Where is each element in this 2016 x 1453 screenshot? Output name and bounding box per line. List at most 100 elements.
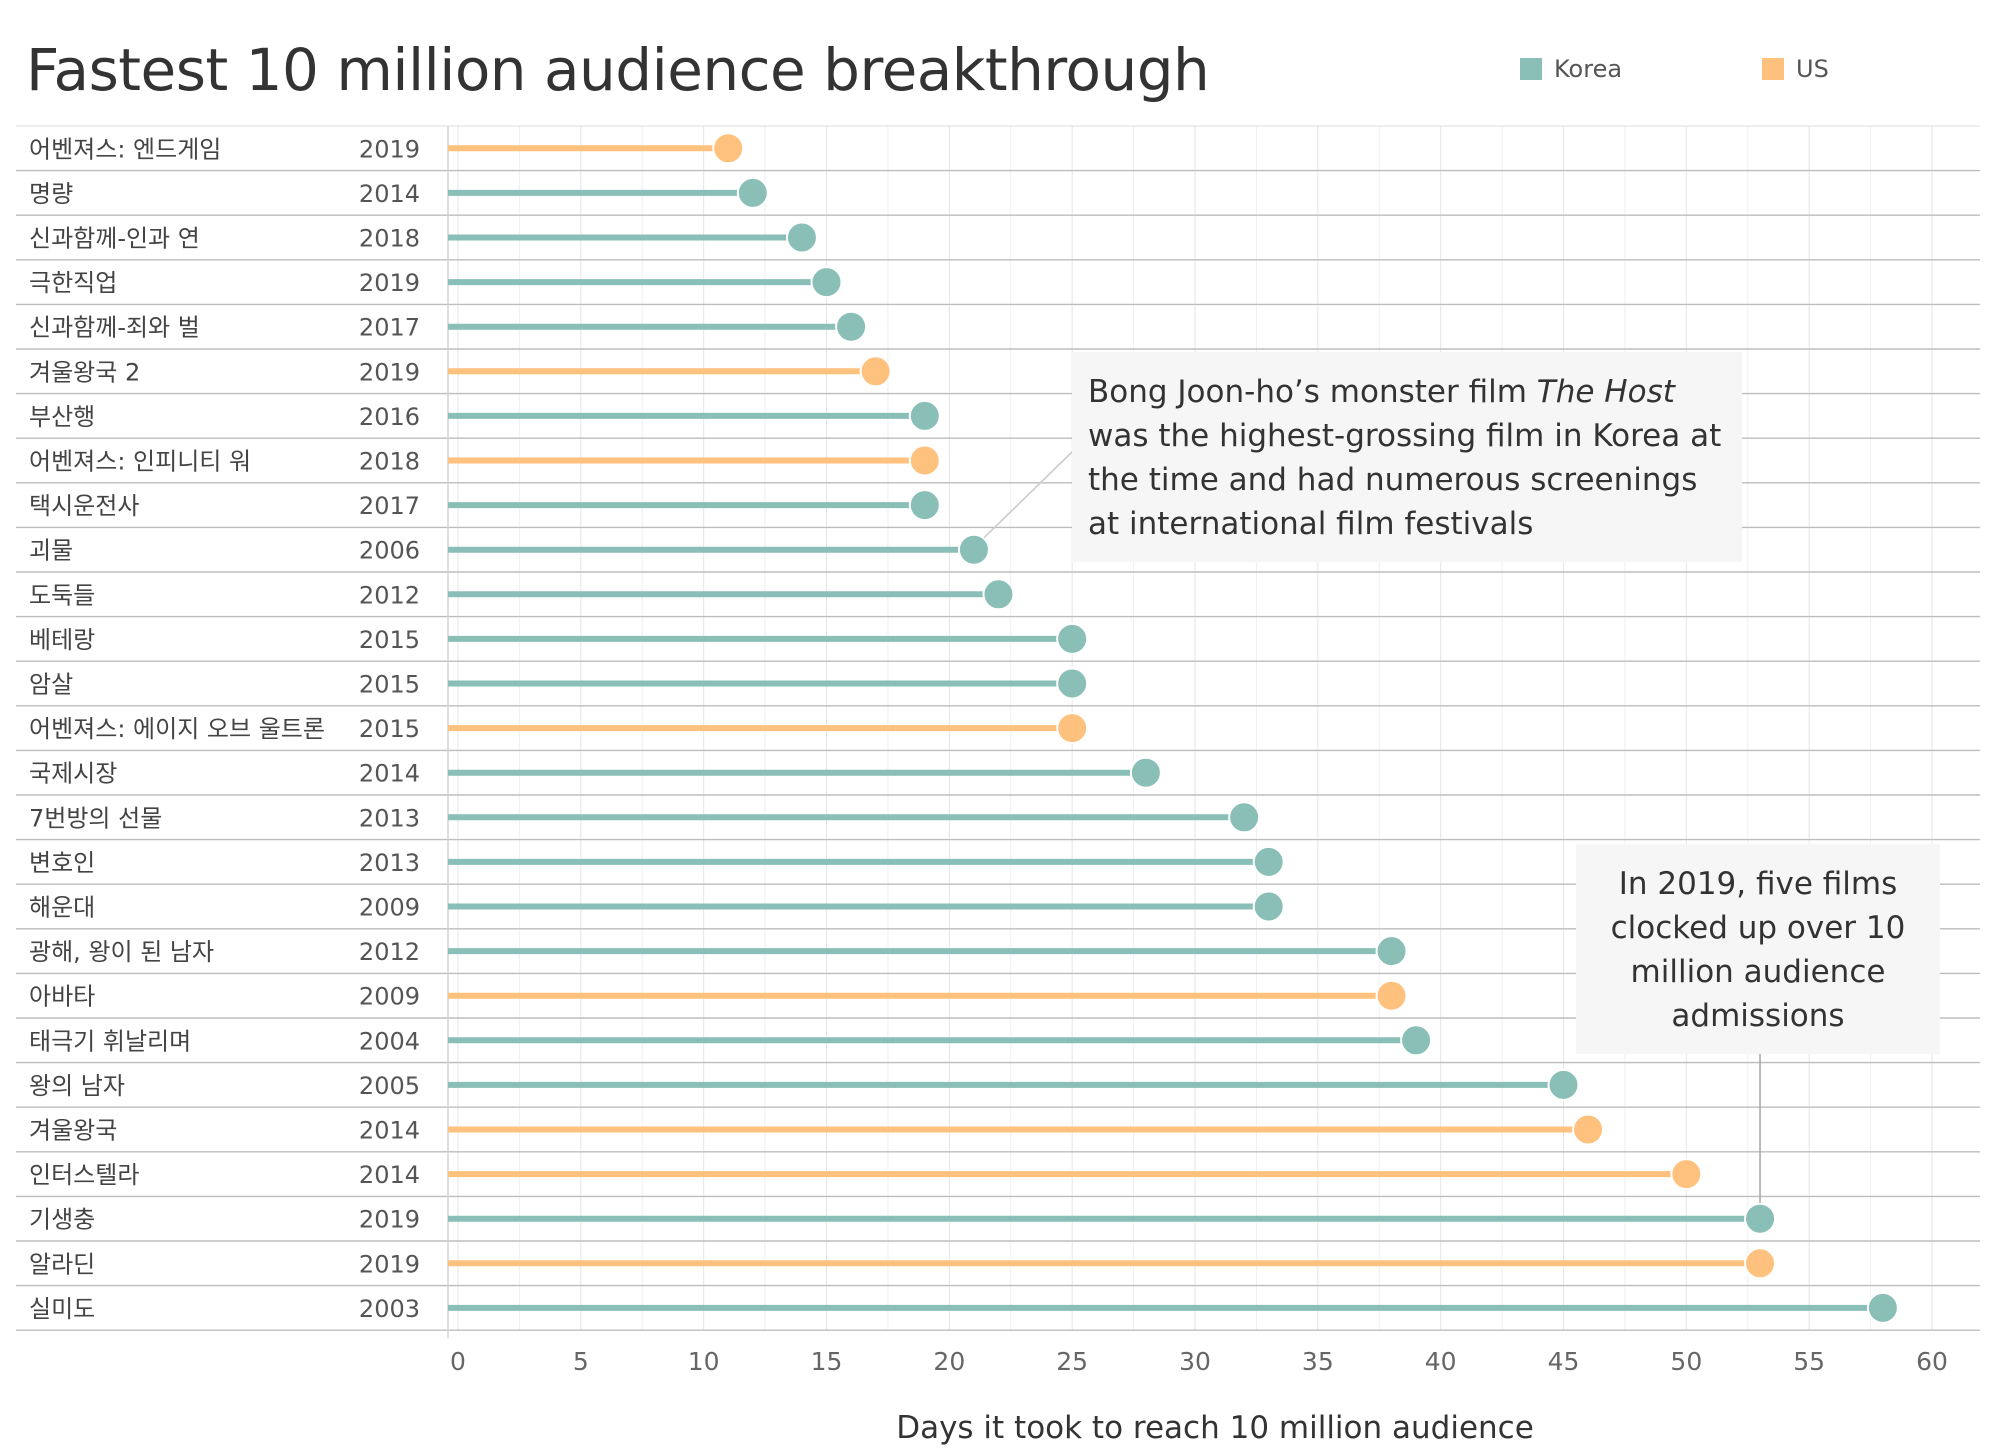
film-label: 부산행 — [29, 403, 95, 431]
annotation-the-host-text-1: Bong Joon-ho’s monster film — [1088, 374, 1537, 410]
lollipop-row: 신과함께-죄와 벌 2017 — [29, 310, 868, 343]
year-label: 2014 — [359, 1117, 420, 1145]
lollipop-row: 어벤져스: 에이지 오브 울트론 2015 — [29, 712, 1089, 745]
lollipop-row: 변호인 2013 — [29, 845, 1285, 878]
film-label: 어벤져스: 에이지 오브 울트론 — [29, 715, 325, 743]
lollipop-row: 암살 2015 — [29, 667, 1089, 700]
film-label: 왕의 남자 — [29, 1072, 125, 1100]
year-label: 2019 — [359, 1206, 420, 1234]
film-label: 인터스텔라 — [29, 1161, 139, 1189]
film-label: 기생충 — [29, 1206, 95, 1234]
legend-swatch-korea — [1520, 58, 1542, 80]
lollipop-row: 베테랑 2015 — [29, 622, 1089, 655]
x-tick-label: 60 — [1916, 1347, 1948, 1376]
lollipop-dot — [957, 533, 990, 566]
film-label: 괴물 — [29, 537, 73, 565]
lollipop-row: 실미도 2003 — [29, 1291, 1899, 1324]
film-label: 광해, 왕이 된 남자 — [29, 938, 214, 966]
lollipop-dot — [1056, 712, 1089, 745]
year-label: 2013 — [359, 849, 420, 877]
annotation-leader-the-host — [977, 451, 1073, 545]
film-label: 겨울왕국 2 — [29, 358, 140, 386]
lollipop-dot — [785, 221, 818, 254]
year-label: 2015 — [359, 715, 420, 743]
year-label: 2015 — [359, 671, 420, 699]
year-label: 2006 — [359, 537, 420, 565]
lollipop-dot — [1056, 622, 1089, 655]
x-tick-label: 40 — [1425, 1347, 1457, 1376]
year-label: 2014 — [359, 180, 420, 208]
lollipop-dot — [908, 399, 941, 432]
lollipop-row: 도둑들 2012 — [29, 578, 1015, 611]
x-tick-label: 10 — [688, 1347, 720, 1376]
lollipop-dot — [1252, 845, 1285, 878]
lollipop-dot — [1744, 1202, 1777, 1235]
legend-item-us[interactable]: US — [1762, 52, 1829, 86]
x-tick-label: 30 — [1179, 1347, 1211, 1376]
annotation-the-host-film-title: The Host — [1536, 374, 1675, 410]
lollipop-dot — [1228, 801, 1261, 834]
lollipop-dot — [982, 578, 1015, 611]
lollipop-dot — [1744, 1247, 1777, 1280]
chart-title: Fastest 10 million audience breakthrough — [26, 36, 1210, 104]
lollipop-row: 해운대 2009 — [29, 890, 1285, 923]
lollipop-row: 어벤져스: 엔드게임 2019 — [29, 132, 745, 165]
film-label: 아바타 — [29, 983, 95, 1011]
year-label: 2004 — [359, 1027, 420, 1055]
lollipop-row: 명량 2014 — [29, 176, 769, 209]
film-label: 신과함께-인과 연 — [29, 225, 200, 253]
lollipop-dot — [1400, 1024, 1433, 1057]
lollipop-row: 7번방의 선물 2013 — [29, 801, 1261, 834]
x-tick-label: 55 — [1793, 1347, 1825, 1376]
lollipop-row: 태극기 휘날리며 2004 — [29, 1024, 1433, 1057]
film-label: 베테랑 — [29, 626, 95, 654]
lollipop-row: 알라딘 2019 — [29, 1247, 1777, 1280]
year-label: 2012 — [359, 938, 420, 966]
film-label: 신과함께-죄와 벌 — [29, 314, 200, 342]
lollipop-dot — [736, 176, 769, 209]
year-label: 2013 — [359, 804, 420, 832]
year-label: 2019 — [359, 135, 420, 163]
lollipop-row: 기생충 2019 — [29, 1202, 1777, 1235]
film-label: 극한직업 — [29, 269, 117, 297]
year-label: 2018 — [359, 448, 420, 476]
lollipop-dot — [908, 489, 941, 522]
x-tick-label: 20 — [933, 1347, 965, 1376]
year-label: 2019 — [359, 269, 420, 297]
lollipop-row: 왕의 남자 2005 — [29, 1068, 1580, 1101]
lollipop-row: 극한직업 2019 — [29, 266, 843, 299]
year-label: 2005 — [359, 1072, 420, 1100]
film-label: 알라딘 — [29, 1250, 95, 1278]
film-label: 어벤져스: 엔드게임 — [29, 135, 221, 163]
year-label: 2018 — [359, 225, 420, 253]
year-label: 2015 — [359, 626, 420, 654]
legend-label-us: US — [1796, 55, 1829, 83]
year-label: 2014 — [359, 1161, 420, 1189]
lollipop-dot — [1056, 667, 1089, 700]
lollipop-dot — [1252, 890, 1285, 923]
year-label: 2014 — [359, 760, 420, 788]
lollipop-row: 겨울왕국 2 2019 — [29, 355, 892, 388]
lollipop-dot — [712, 132, 745, 165]
lollipop-dot — [1670, 1158, 1703, 1191]
film-label: 국제시장 — [29, 760, 117, 788]
legend-item-korea[interactable]: Korea — [1520, 52, 1622, 86]
film-label: 택시운전사 — [29, 492, 139, 520]
film-label: 태극기 휘날리며 — [29, 1027, 191, 1055]
x-axis-title: Days it took to reach 10 million audienc… — [896, 1410, 1534, 1446]
year-label: 2017 — [359, 314, 420, 342]
lollipop-dot — [1375, 935, 1408, 968]
legend-label-korea: Korea — [1554, 55, 1623, 83]
lollipop-row: 광해, 왕이 된 남자 2012 — [29, 935, 1408, 968]
film-label: 어벤져스: 인피니티 워 — [29, 448, 251, 476]
film-label: 암살 — [29, 671, 73, 699]
lollipop-row: 택시운전사 2017 — [29, 489, 941, 522]
lollipop-row: 겨울왕국 2014 — [29, 1113, 1605, 1146]
lollipop-row: 부산행 2016 — [29, 399, 941, 432]
year-label: 2016 — [359, 403, 420, 431]
lollipop-dot — [1572, 1113, 1605, 1146]
lollipop-dot — [1547, 1068, 1580, 1101]
film-label: 도둑들 — [29, 581, 95, 609]
x-tick-label: 45 — [1548, 1347, 1580, 1376]
year-label: 2012 — [359, 581, 420, 609]
